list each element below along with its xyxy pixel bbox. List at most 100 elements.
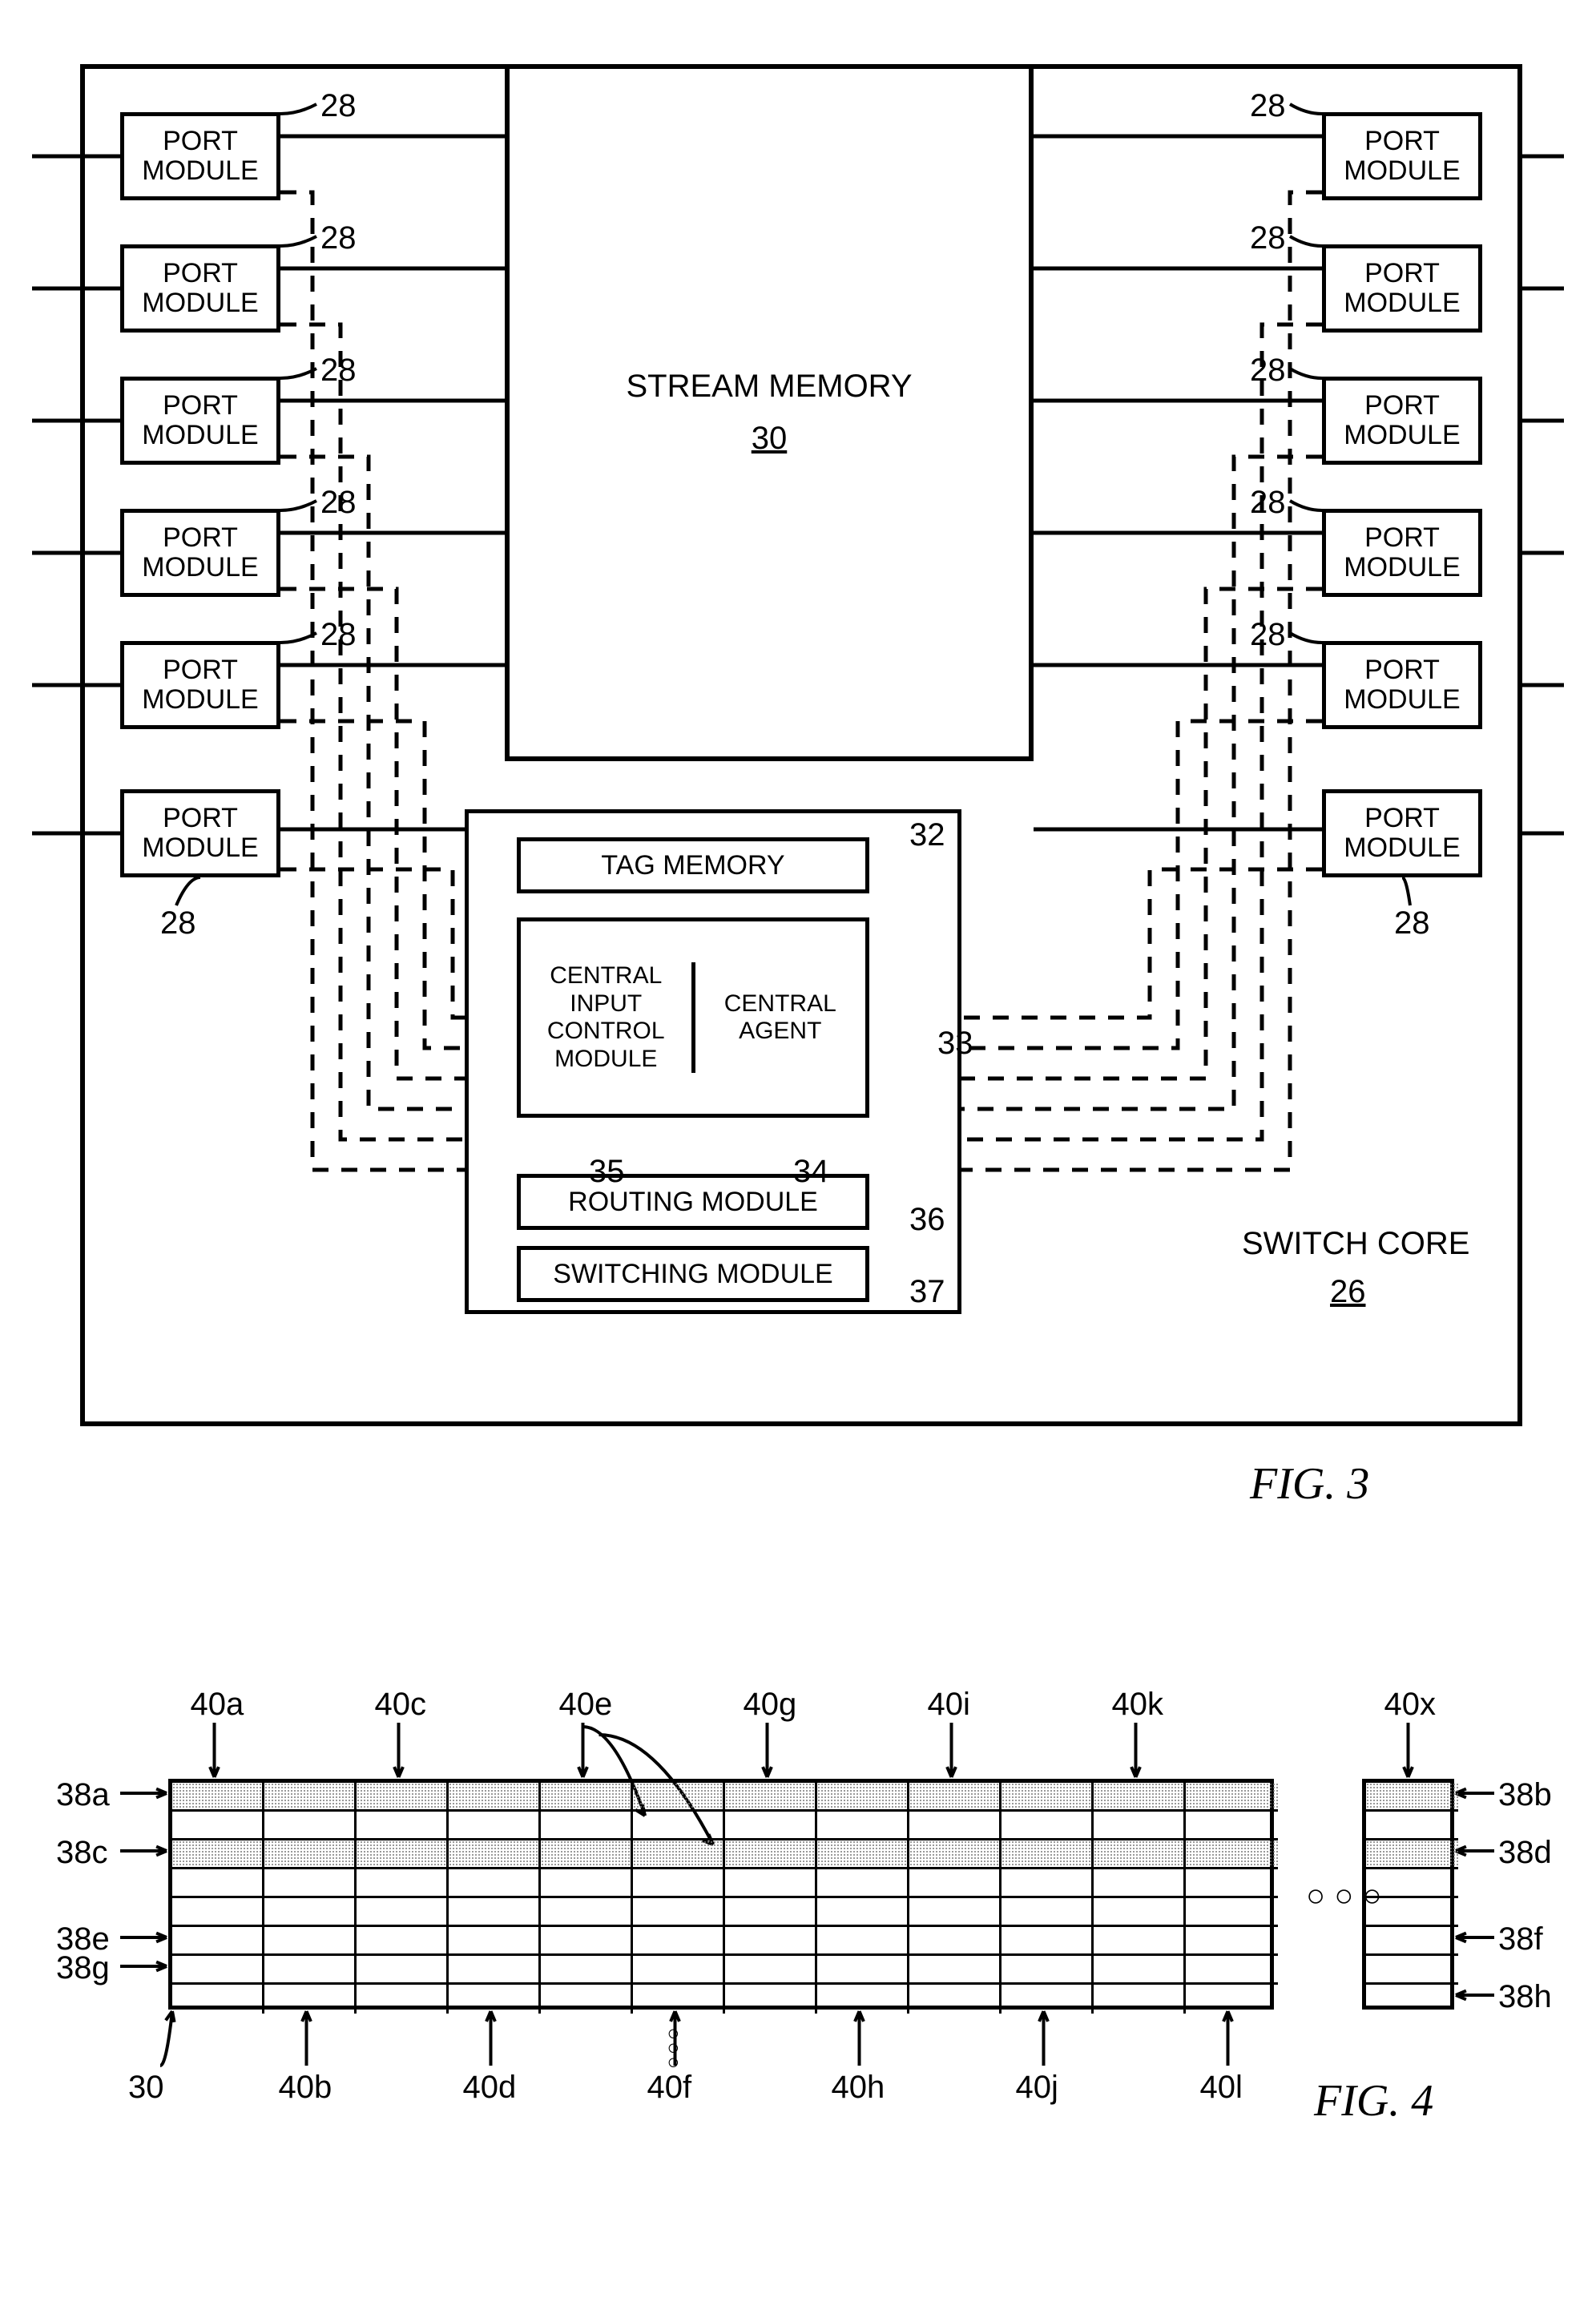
grid-cell (264, 1898, 357, 1927)
grid-cell (357, 1898, 449, 1927)
grid-cell (1094, 1783, 1186, 1812)
grid-cell (909, 1869, 1002, 1898)
port-ref-left-2: 28 (320, 353, 357, 389)
grid-cell (633, 1898, 725, 1927)
grid-cell (817, 1898, 909, 1927)
col-label-bottom-40j: 40j (1016, 2070, 1058, 2106)
col-label-top-40e: 40e (559, 1687, 613, 1723)
central-agent-box: CENTRAL AGENT (695, 990, 866, 1046)
cicm-ref: 35 (589, 1154, 625, 1190)
grid-cell (633, 1956, 725, 1985)
grid-cell (725, 1985, 817, 2014)
port-ref-left-5: 28 (160, 905, 196, 941)
col-label-top-40i: 40i (928, 1687, 970, 1723)
port-ref-left-1: 28 (320, 220, 357, 256)
grid-cell (172, 1985, 264, 2014)
grid-cell (264, 1783, 357, 1812)
grid-cell (633, 1927, 725, 1956)
grid-cell (264, 1956, 357, 1985)
fig4-caption: FIG. 4 (1314, 2075, 1433, 2127)
grid-cell (1186, 1898, 1278, 1927)
cicm-label: CENTRAL INPUT CONTROL MODULE (547, 962, 665, 1073)
routing-ref: 36 (909, 1202, 945, 1238)
grid-cell (1186, 1869, 1278, 1898)
switching-ref: 37 (909, 1274, 945, 1310)
port-ref-right-3: 28 (1250, 485, 1286, 521)
grid-cell (817, 1927, 909, 1956)
grid-cell (817, 1869, 909, 1898)
tag-memory-label: TAG MEMORY (601, 850, 784, 881)
grid-cell (449, 1985, 541, 2014)
port-ref-left-4: 28 (320, 617, 357, 653)
grid-cell (725, 1812, 817, 1840)
grid-cell (172, 1927, 264, 1956)
grid-cell (1186, 1812, 1278, 1840)
grid-cell (817, 1783, 909, 1812)
grid-cell (449, 1956, 541, 1985)
grid-cell (449, 1869, 541, 1898)
central-group-box: TAG MEMORY CENTRAL INPUT CONTROL MODULE … (465, 809, 961, 1314)
grid-cell (1186, 1956, 1278, 1985)
grid-cell (172, 1783, 264, 1812)
grid-cell-ext (1366, 1927, 1458, 1956)
port-module-left-3: PORT MODULE (120, 509, 280, 597)
central-agent-ref: 34 (793, 1154, 829, 1190)
port-ref-left-3: 28 (320, 485, 357, 521)
grid-cell (1002, 1840, 1094, 1869)
grid-cell-ext (1366, 1956, 1458, 1985)
col-label-bottom-40h: 40h (832, 2070, 885, 2106)
grid-cell (725, 1840, 817, 1869)
grid-cell (357, 1783, 449, 1812)
port-ref-right-0: 28 (1250, 88, 1286, 124)
grid-cell (909, 1985, 1002, 2014)
grid-cell (264, 1869, 357, 1898)
grid-cell (817, 1812, 909, 1840)
fig3-caption: FIG. 3 (1250, 1458, 1369, 1510)
port-module-left-5: PORT MODULE (120, 789, 280, 877)
port-module-left-1: PORT MODULE (120, 244, 280, 333)
grid-cell (909, 1927, 1002, 1956)
grid-cell (725, 1898, 817, 1927)
grid-cell (633, 1812, 725, 1840)
grid-cell (1094, 1869, 1186, 1898)
grid-cell-ext (1366, 1985, 1458, 2014)
col-label-bottom-40d: 40d (463, 2070, 517, 2106)
grid-cell (1002, 1985, 1094, 2014)
grid-cell (1002, 1869, 1094, 1898)
col-label-top-40k: 40k (1112, 1687, 1164, 1723)
ref-30: 30 (128, 2070, 164, 2106)
port-ref-right-4: 28 (1250, 617, 1286, 653)
col-label-top-40c: 40c (375, 1687, 427, 1723)
grid-cell (541, 1869, 633, 1898)
grid-cell (172, 1898, 264, 1927)
grid-cell (725, 1783, 817, 1812)
grid-cell (1186, 1985, 1278, 2014)
grid-cell-ext (1366, 1840, 1458, 1869)
grid-cell (357, 1840, 449, 1869)
stream-memory-label: STREAM MEMORY (626, 369, 912, 405)
tag-memory-ref: 32 (909, 817, 945, 853)
grid-cell (909, 1898, 1002, 1927)
port-module-right-5: PORT MODULE (1322, 789, 1482, 877)
port-module-left-2: PORT MODULE (120, 377, 280, 465)
port-module-left-4: PORT MODULE (120, 641, 280, 729)
grid-cell (1186, 1783, 1278, 1812)
grid-cell (1094, 1840, 1186, 1869)
grid-cell (172, 1869, 264, 1898)
grid-cell (541, 1812, 633, 1840)
grid-cell (541, 1783, 633, 1812)
grid-cell (1002, 1927, 1094, 1956)
port-ref-left-0: 28 (320, 88, 357, 124)
col-label-bottom-40f: 40f (647, 2070, 692, 2106)
switch-core-label: SWITCH CORE (1242, 1226, 1469, 1262)
row-label-left-38c: 38c (56, 1835, 108, 1871)
col-label-top-40a: 40a (191, 1687, 244, 1723)
grid-cell-ext (1366, 1783, 1458, 1812)
grid-cell (633, 1985, 725, 2014)
port-module-left-0: PORT MODULE (120, 112, 280, 200)
grid-cell (357, 1927, 449, 1956)
grid-cell (541, 1985, 633, 2014)
switching-label: SWITCHING MODULE (553, 1259, 832, 1290)
grid-cell (264, 1985, 357, 2014)
grid-cell (633, 1840, 725, 1869)
